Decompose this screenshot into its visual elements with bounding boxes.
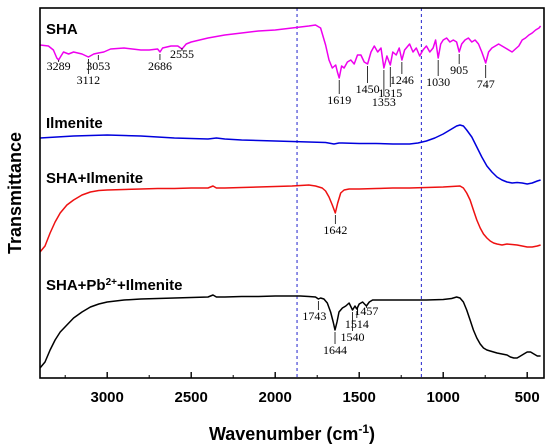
- annotation-label-747: 747: [477, 77, 495, 91]
- series-group: [39, 24, 542, 369]
- series-line-sha: [39, 24, 542, 79]
- annotation-label-1540: 1540: [340, 330, 364, 344]
- x-tick-label-2000: 2000: [259, 389, 292, 406]
- annotation-label-3053: 3053: [86, 59, 110, 73]
- annotation-label-3112: 3112: [77, 73, 101, 87]
- x-axis-ticks: 3000 2500 2000 1500 1000 500: [64, 372, 540, 406]
- series-line-sha-pb2-ilmenite: [39, 294, 541, 369]
- annotation-label-1644: 1644: [323, 343, 347, 357]
- series-line-ilmenite: [39, 124, 541, 185]
- series-labels: SHA Ilmenite SHA+Ilmenite SHA+Pb2++Ilmenite: [46, 21, 182, 294]
- annotation-label-1457: 1457: [354, 304, 378, 318]
- x-tick-label-500: 500: [515, 389, 540, 406]
- series-label-1: Ilmenite: [46, 115, 103, 132]
- annotation-label-1030: 1030: [426, 75, 450, 89]
- annotation-label-1514: 1514: [345, 317, 369, 331]
- x-tick-label-3000: 3000: [91, 389, 124, 406]
- x-tick-label-2500: 2500: [175, 389, 208, 406]
- annotation-label-1743: 1743: [302, 309, 326, 323]
- series-label-0: SHA: [46, 21, 78, 38]
- annotation-label-1450: 1450: [356, 82, 380, 96]
- annotation-label-2555: 2555: [170, 47, 194, 61]
- annotation-label-1315: 1315: [378, 86, 402, 100]
- series-label-2: SHA+Ilmenite: [46, 170, 143, 187]
- annotation-label-1619: 1619: [327, 93, 351, 107]
- series-label-3: SHA+Pb2++Ilmenite: [46, 277, 182, 295]
- annotation-label-1642: 1642: [323, 223, 347, 237]
- annotation-label-905: 905: [450, 63, 468, 77]
- x-tick-label-1500: 1500: [343, 389, 376, 406]
- x-tick-label-1000: 1000: [427, 389, 460, 406]
- series-line-sha-ilmenite: [39, 184, 541, 253]
- y-axis-title: Transmittance: [5, 132, 25, 254]
- annotation-label-2686: 2686: [148, 59, 172, 73]
- annotation-label-3289: 3289: [47, 59, 71, 73]
- reference-lines: [296, 8, 422, 378]
- annotation-label-1246: 1246: [390, 73, 414, 87]
- plot-frame: [39, 7, 545, 379]
- annotation-label-1353: 1353: [372, 95, 396, 109]
- x-axis-title: Wavenumber (cm-1): [209, 422, 375, 444]
